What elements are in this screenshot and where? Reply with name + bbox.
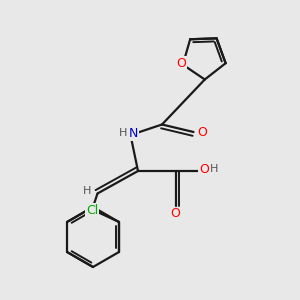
Text: H: H [83, 185, 91, 196]
Text: H: H [119, 128, 127, 139]
Text: O: O [176, 57, 186, 70]
Text: O: O [171, 207, 180, 220]
Text: N: N [129, 127, 138, 140]
Text: H: H [210, 164, 218, 175]
Text: O: O [197, 125, 207, 139]
Text: Cl: Cl [86, 203, 98, 217]
Text: O: O [199, 163, 209, 176]
